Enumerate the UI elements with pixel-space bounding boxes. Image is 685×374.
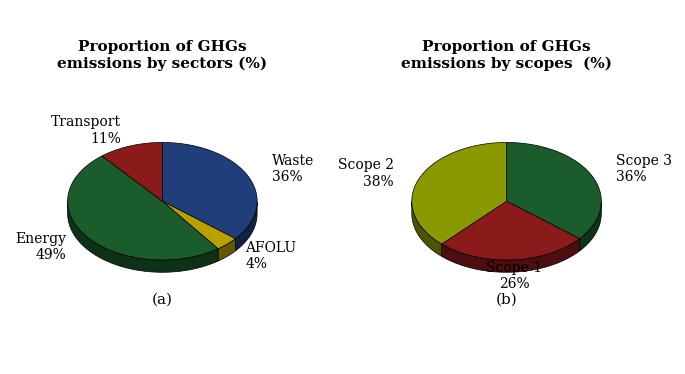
Text: Transport
11%: Transport 11% bbox=[51, 115, 121, 145]
Polygon shape bbox=[412, 142, 506, 244]
Text: (b): (b) bbox=[496, 293, 517, 307]
Polygon shape bbox=[162, 142, 257, 239]
Polygon shape bbox=[412, 201, 442, 256]
Text: Energy
49%: Energy 49% bbox=[16, 232, 66, 263]
Polygon shape bbox=[68, 156, 218, 260]
Text: Scope 1
26%: Scope 1 26% bbox=[486, 261, 543, 291]
Text: AFOLU
4%: AFOLU 4% bbox=[245, 241, 297, 271]
Polygon shape bbox=[442, 201, 580, 260]
Text: Waste
36%: Waste 36% bbox=[272, 154, 314, 184]
Polygon shape bbox=[68, 201, 218, 272]
Title: Proportion of GHGs
emissions by sectors (%): Proportion of GHGs emissions by sectors … bbox=[58, 40, 267, 71]
Polygon shape bbox=[506, 142, 601, 239]
Polygon shape bbox=[442, 239, 580, 272]
Polygon shape bbox=[580, 202, 601, 251]
Polygon shape bbox=[162, 201, 236, 249]
Text: Scope 2
38%: Scope 2 38% bbox=[338, 159, 394, 188]
Text: Scope 3
36%: Scope 3 36% bbox=[616, 154, 672, 184]
Title: Proportion of GHGs
emissions by scopes  (%): Proportion of GHGs emissions by scopes (… bbox=[401, 40, 612, 71]
Text: (a): (a) bbox=[152, 293, 173, 307]
Polygon shape bbox=[236, 202, 257, 251]
Polygon shape bbox=[102, 142, 162, 201]
Polygon shape bbox=[218, 239, 236, 261]
